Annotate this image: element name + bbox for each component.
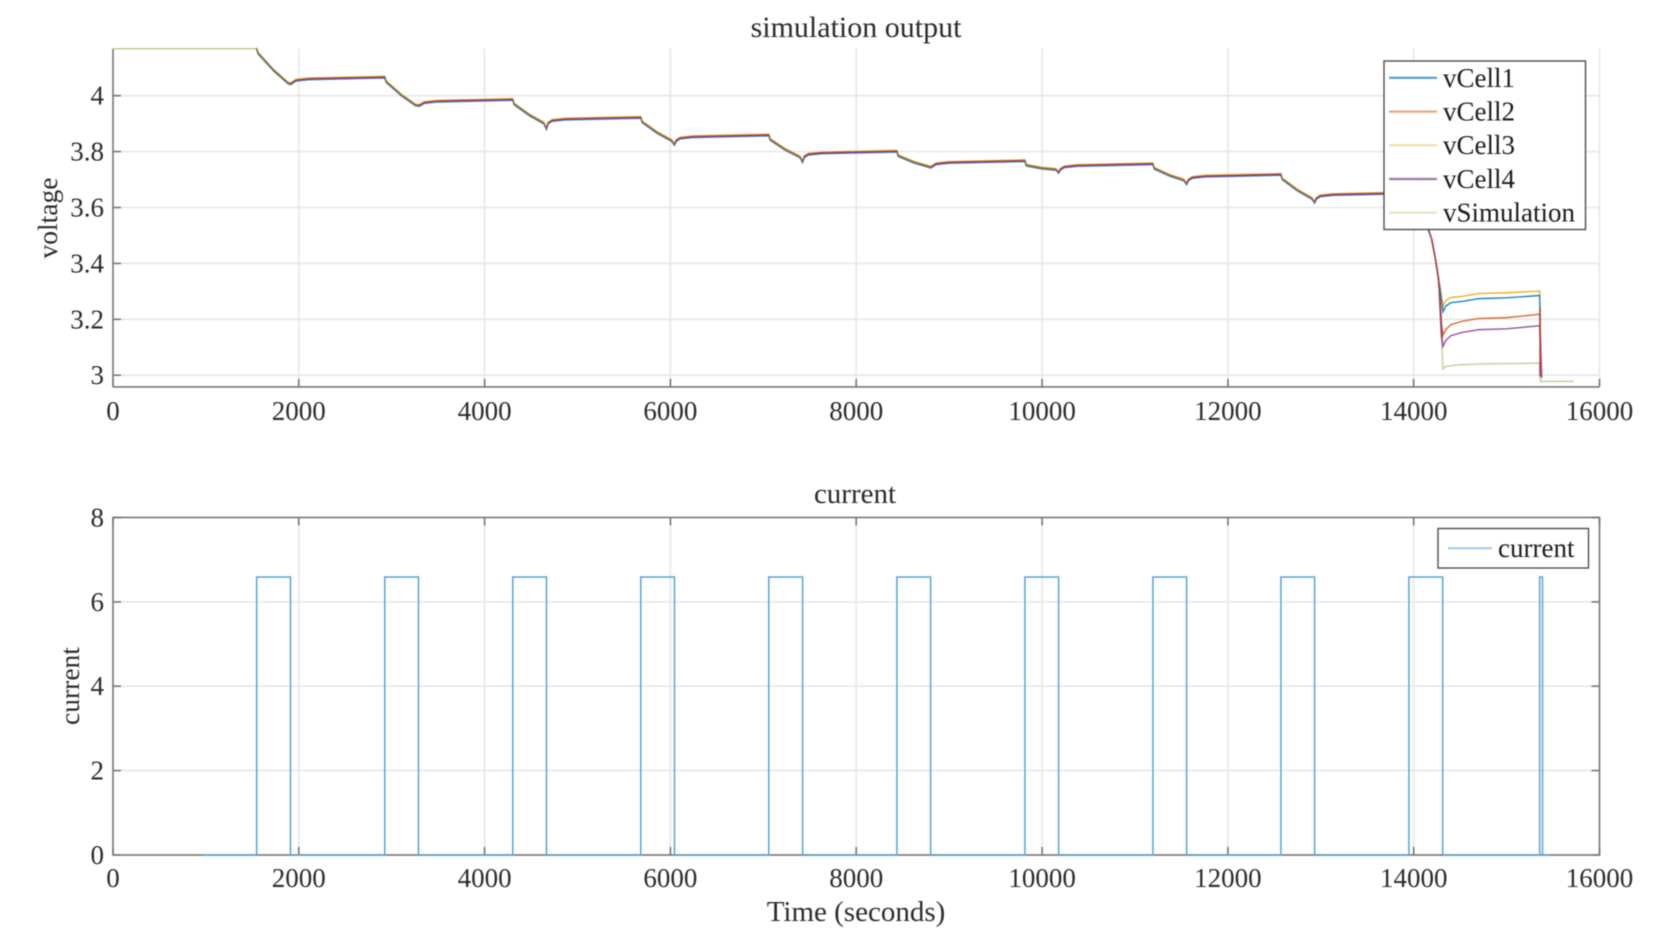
svg-text:3: 3	[91, 360, 105, 390]
svg-text:vCell4: vCell4	[1443, 164, 1515, 194]
svg-text:6000: 6000	[643, 863, 697, 893]
svg-text:voltage: voltage	[32, 178, 63, 259]
svg-text:8: 8	[91, 503, 105, 533]
svg-text:10000: 10000	[1008, 863, 1076, 893]
svg-text:simulation output: simulation output	[751, 11, 963, 44]
svg-text:3.2: 3.2	[70, 304, 104, 334]
svg-text:3.8: 3.8	[70, 137, 104, 167]
svg-text:2: 2	[91, 756, 105, 786]
svg-text:3.6: 3.6	[70, 193, 104, 223]
svg-text:vSimulation: vSimulation	[1443, 198, 1576, 228]
svg-text:6000: 6000	[643, 396, 697, 426]
svg-text:4000: 4000	[458, 396, 512, 426]
svg-text:current: current	[54, 647, 85, 725]
svg-text:Time (seconds): Time (seconds)	[767, 896, 946, 928]
svg-text:4: 4	[91, 671, 105, 701]
svg-text:2000: 2000	[272, 863, 326, 893]
svg-text:2000: 2000	[272, 396, 326, 426]
svg-text:0: 0	[106, 396, 120, 426]
svg-text:3.4: 3.4	[70, 248, 104, 278]
svg-text:8000: 8000	[829, 396, 883, 426]
svg-text:0: 0	[91, 840, 105, 870]
svg-text:current: current	[1498, 533, 1575, 563]
svg-text:14000: 14000	[1380, 863, 1448, 893]
svg-text:vCell3: vCell3	[1443, 130, 1515, 160]
svg-text:6: 6	[91, 587, 105, 617]
svg-text:14000: 14000	[1380, 396, 1448, 426]
svg-text:4: 4	[91, 81, 105, 111]
svg-text:12000: 12000	[1194, 863, 1262, 893]
svg-text:8000: 8000	[829, 863, 883, 893]
svg-text:0: 0	[106, 863, 120, 893]
svg-text:current: current	[814, 478, 896, 510]
svg-text:16000: 16000	[1566, 396, 1634, 426]
svg-text:12000: 12000	[1194, 396, 1262, 426]
svg-text:10000: 10000	[1008, 396, 1076, 426]
svg-text:vCell1: vCell1	[1443, 63, 1515, 93]
svg-text:vCell2: vCell2	[1443, 97, 1515, 127]
svg-text:4000: 4000	[458, 863, 512, 893]
svg-text:16000: 16000	[1566, 863, 1634, 893]
